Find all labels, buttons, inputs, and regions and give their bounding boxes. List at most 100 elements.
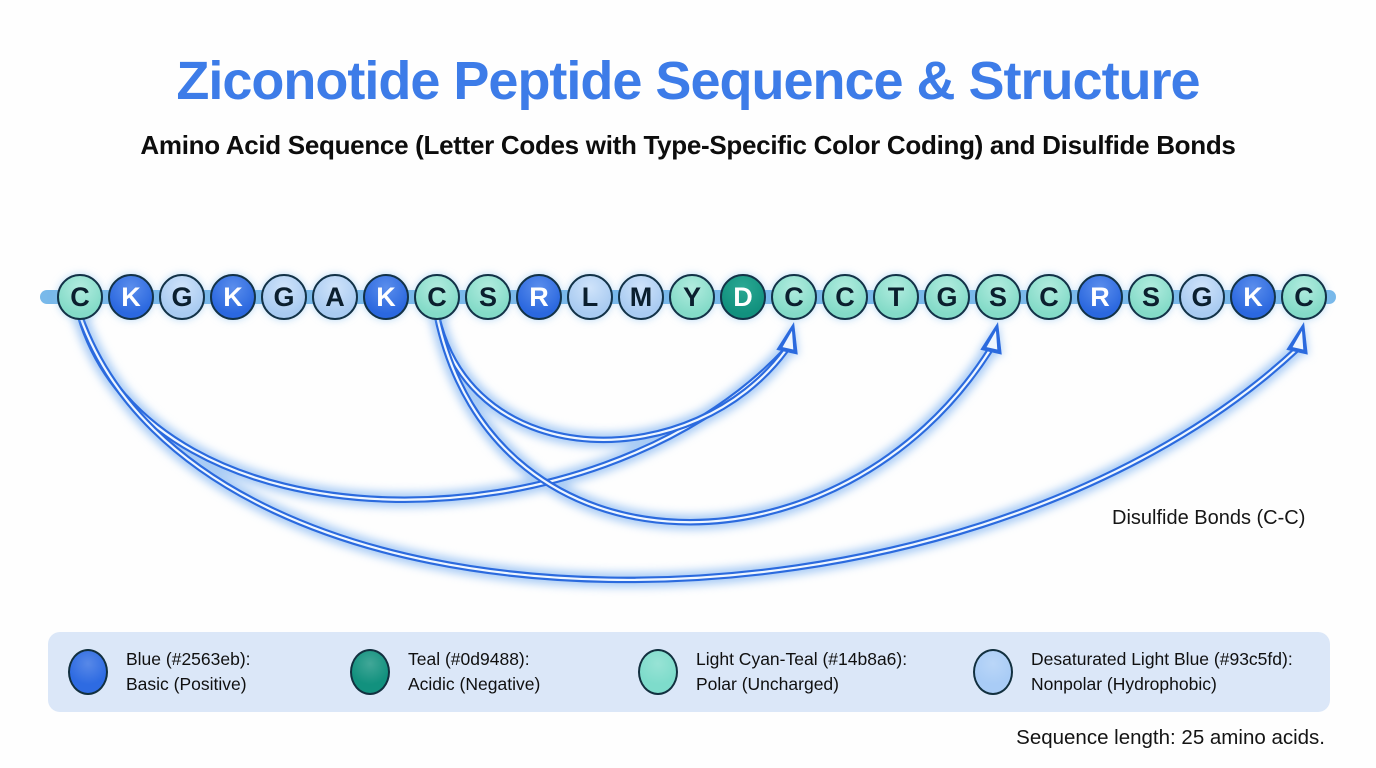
legend-label: Blue (#2563eb): Basic (Positive) bbox=[126, 647, 251, 698]
amino-acid-letter: D bbox=[733, 281, 753, 312]
amino-acid-letter: C bbox=[70, 281, 90, 312]
amino-acid-letter: C bbox=[784, 281, 804, 312]
bond-arrowhead-glow bbox=[979, 322, 1003, 356]
amino-acid-letter: G bbox=[1191, 281, 1213, 312]
legend-color-swatch bbox=[638, 649, 678, 695]
bond-arrowhead-glow bbox=[1285, 322, 1309, 356]
bond-arc bbox=[433, 312, 994, 526]
amino-acid-circle: K bbox=[1230, 274, 1276, 320]
amino-acid-circle: C bbox=[57, 274, 103, 320]
amino-acid-letter: S bbox=[1141, 281, 1160, 312]
legend-label-type: Polar (Uncharged) bbox=[696, 674, 839, 694]
bond-arc-core bbox=[78, 315, 787, 501]
amino-acid-circle: C bbox=[822, 274, 868, 320]
legend-item: Teal (#0d9488): Acidic (Negative) bbox=[350, 632, 540, 712]
legend-item: Blue (#2563eb): Basic (Positive) bbox=[68, 632, 251, 712]
amino-acid-circle: C bbox=[1026, 274, 1072, 320]
disulfide-bonds-label: Disulfide Bonds (C-C) bbox=[1112, 507, 1306, 529]
legend-label-type: Nonpolar (Hydrophobic) bbox=[1031, 674, 1217, 694]
amino-acid-circle: C bbox=[414, 274, 460, 320]
amino-acid-letter: C bbox=[1294, 281, 1314, 312]
amino-acid-circle: L bbox=[567, 274, 613, 320]
amino-acid-letter: R bbox=[529, 281, 549, 312]
page-subtitle: Amino Acid Sequence (Letter Codes with T… bbox=[140, 130, 1236, 160]
legend-label-color: Light Cyan-Teal (#14b8a6): bbox=[696, 648, 908, 669]
amino-acid-letter: R bbox=[1090, 281, 1110, 312]
amino-acid-letter: G bbox=[273, 281, 295, 312]
amino-acid-circle: G bbox=[924, 274, 970, 320]
bond-arc-glow bbox=[72, 313, 792, 508]
arrowhead-outer bbox=[1286, 322, 1308, 355]
bond-arc bbox=[433, 312, 790, 444]
legend: Blue (#2563eb): Basic (Positive) Teal (#… bbox=[48, 632, 1330, 712]
amino-acid-letter: A bbox=[325, 281, 345, 312]
amino-acid-circle: G bbox=[261, 274, 307, 320]
amino-acid-letter: K bbox=[1243, 281, 1263, 312]
bond-arrowhead bbox=[1286, 322, 1308, 355]
arrowhead-inner bbox=[782, 330, 794, 350]
amino-acid-letter: K bbox=[376, 281, 396, 312]
amino-acid-letter: M bbox=[629, 281, 653, 312]
amino-acid-letter: C bbox=[427, 281, 447, 312]
bond-arc-glow bbox=[72, 313, 1302, 588]
amino-acid-letter: S bbox=[478, 281, 497, 312]
legend-color-swatch bbox=[68, 649, 108, 695]
legend-label: Light Cyan-Teal (#14b8a6): Polar (Unchar… bbox=[696, 647, 907, 698]
legend-label-color: Teal (#0d9488): bbox=[408, 648, 530, 669]
legend-label: Teal (#0d9488): Acidic (Negative) bbox=[408, 647, 540, 698]
amino-acid-circle: G bbox=[159, 274, 205, 320]
amino-acid-circle: K bbox=[210, 274, 256, 320]
bond-arc-glow bbox=[429, 314, 793, 448]
amino-acid-circle: G bbox=[1179, 274, 1225, 320]
amino-acid-circle: M bbox=[618, 274, 664, 320]
bond-arc bbox=[76, 312, 1300, 584]
arrowhead-outer bbox=[980, 322, 1002, 355]
legend-label: Desaturated Light Blue (#93c5fd): Nonpol… bbox=[1031, 647, 1293, 698]
amino-acid-circle: K bbox=[363, 274, 409, 320]
amino-acid-circle: A bbox=[312, 274, 358, 320]
amino-acid-letter: C bbox=[835, 281, 855, 312]
bond-arrowhead bbox=[980, 322, 1002, 355]
amino-acid-circle: S bbox=[1128, 274, 1174, 320]
amino-acid-circle: Y bbox=[669, 274, 715, 320]
bond-arc-glow bbox=[429, 314, 997, 530]
amino-acid-circle: C bbox=[1281, 274, 1327, 320]
amino-acid-circle: C bbox=[771, 274, 817, 320]
bond-arrowhead-glow bbox=[775, 322, 799, 356]
amino-acid-letter: L bbox=[581, 281, 599, 312]
legend-item: Light Cyan-Teal (#14b8a6): Polar (Unchar… bbox=[638, 632, 907, 712]
amino-acid-letter: K bbox=[121, 281, 141, 312]
amino-acid-letter: Y bbox=[682, 281, 701, 312]
amino-acid-letter: K bbox=[223, 281, 243, 312]
amino-acid-circle: R bbox=[516, 274, 562, 320]
legend-color-swatch bbox=[350, 649, 390, 695]
page-title: Ziconotide Peptide Sequence & Structure bbox=[176, 51, 1200, 111]
amino-acid-circle: T bbox=[873, 274, 919, 320]
amino-acid-letter: T bbox=[887, 281, 905, 312]
amino-acid-circle: D bbox=[720, 274, 766, 320]
amino-acid-letter: G bbox=[171, 281, 193, 312]
legend-label-color: Desaturated Light Blue (#93c5fd): bbox=[1031, 648, 1293, 669]
amino-acid-circle: S bbox=[465, 274, 511, 320]
bond-arc-group bbox=[76, 312, 1308, 584]
amino-acid-letter: C bbox=[1039, 281, 1059, 312]
bond-arc-core bbox=[78, 315, 1297, 581]
sequence-length-note: Sequence length: 25 amino acids. bbox=[1016, 726, 1325, 749]
amino-acid-letter: G bbox=[936, 281, 958, 312]
bond-arrowhead bbox=[776, 322, 798, 355]
arrowhead-outer bbox=[776, 322, 798, 355]
legend-color-swatch bbox=[973, 649, 1013, 695]
bond-arc-core bbox=[435, 315, 991, 524]
arrowhead-inner bbox=[1292, 330, 1304, 350]
amino-acid-circle: R bbox=[1077, 274, 1123, 320]
legend-item: Desaturated Light Blue (#93c5fd): Nonpol… bbox=[973, 632, 1293, 712]
legend-label-type: Basic (Positive) bbox=[126, 674, 247, 694]
amino-acid-letter: S bbox=[988, 281, 1007, 312]
amino-acid-circle: K bbox=[108, 274, 154, 320]
bond-arc bbox=[76, 312, 790, 503]
bond-glow-group bbox=[72, 313, 1309, 588]
bond-arc-core bbox=[435, 315, 787, 441]
legend-label-color: Blue (#2563eb): bbox=[126, 648, 251, 669]
amino-acid-circle: S bbox=[975, 274, 1021, 320]
